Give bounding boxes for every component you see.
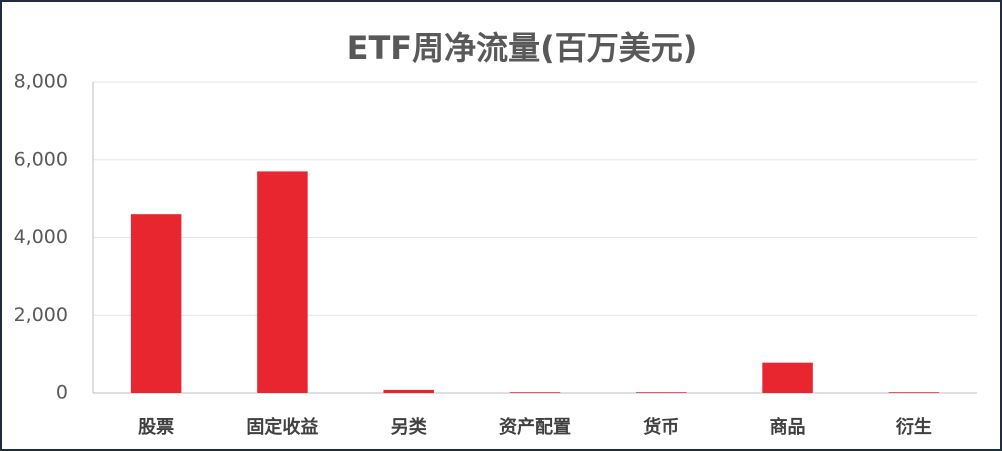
bar <box>130 214 182 393</box>
bar <box>509 392 561 393</box>
y-tick-label: 2,000 <box>14 304 68 326</box>
bar <box>762 362 813 393</box>
x-tick-label: 衍生 <box>896 416 932 438</box>
y-tick-label: 6,000 <box>14 148 68 170</box>
x-tick-label: 货币 <box>643 416 679 438</box>
chart-title: ETF周净流量(百万美元) <box>347 29 698 67</box>
bar <box>257 171 308 393</box>
bar <box>888 392 940 393</box>
x-tick-label: 固定收益 <box>246 416 318 438</box>
x-tick-label: 资产配置 <box>499 416 571 438</box>
y-tick-label: 0 <box>56 382 68 404</box>
bar <box>383 389 434 393</box>
y-tick-label: 8,000 <box>14 71 68 93</box>
y-tick-label: 4,000 <box>14 226 68 248</box>
x-tick-label: 股票 <box>137 417 174 438</box>
x-tick-label: 另类 <box>391 416 428 438</box>
bar <box>636 392 687 393</box>
x-tick-label: 商品 <box>770 416 806 438</box>
